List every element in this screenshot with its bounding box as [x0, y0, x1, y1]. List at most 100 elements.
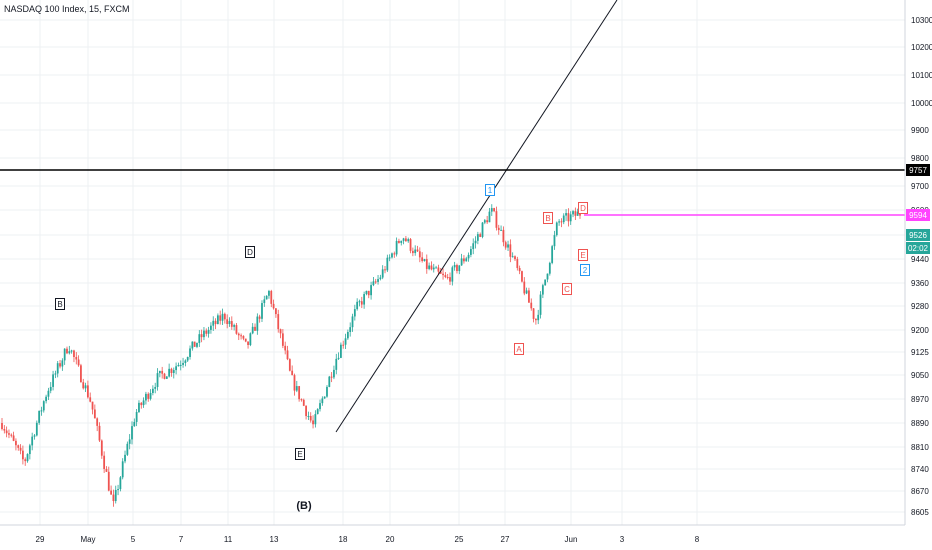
candle-body — [121, 461, 124, 478]
candle-body — [486, 220, 489, 223]
target-price-tag: 9594 — [909, 211, 927, 220]
chart-title: NASDAQ 100 Index, 15, FXCM — [4, 4, 130, 14]
wave-label: 1 — [488, 186, 493, 195]
candle-body — [488, 211, 491, 223]
time-tick-label: 11 — [224, 535, 233, 544]
candle-body — [386, 257, 389, 271]
time-tick-label: 27 — [501, 535, 510, 544]
candle-body — [56, 363, 59, 374]
price-tags: 9757 9594 9526 02:02 — [906, 164, 930, 254]
candle-body — [388, 257, 391, 259]
candle-body — [490, 208, 493, 212]
candle-body — [19, 447, 22, 451]
candle-body — [370, 285, 372, 296]
candle-body — [40, 410, 43, 412]
candle-body — [384, 269, 386, 271]
candle-body — [107, 471, 110, 491]
candle-body — [351, 316, 354, 328]
candle-body — [532, 308, 535, 319]
candle-body — [63, 348, 66, 361]
candle-body — [54, 373, 57, 375]
candle-body — [242, 335, 245, 339]
candle-body — [35, 422, 38, 436]
wave-label-box — [543, 212, 553, 224]
candle-body — [530, 302, 533, 309]
candle-body — [100, 440, 103, 456]
candle-body — [237, 333, 240, 336]
candle-body — [493, 208, 496, 212]
candle-body — [196, 342, 198, 347]
candle-body — [89, 397, 92, 402]
candle-body — [221, 313, 224, 321]
trend-line[interactable] — [335, 0, 618, 433]
price-tick-label: 9700 — [911, 182, 929, 191]
candle-body — [82, 382, 85, 389]
candle-body — [479, 234, 482, 237]
candle-body — [26, 454, 29, 462]
price-tick-label: 9050 — [911, 371, 929, 380]
candle-body — [553, 235, 556, 247]
price-tick-label: 9125 — [911, 348, 929, 357]
candle-body — [425, 259, 428, 269]
candle-body — [212, 320, 215, 326]
candle-body — [514, 256, 516, 260]
candlestick-series — [1, 204, 581, 507]
wave-label-box — [562, 283, 572, 295]
last-price-tag-bg — [906, 229, 930, 241]
candle-body — [418, 251, 421, 258]
candle-body — [175, 366, 177, 371]
candle-body — [214, 320, 217, 325]
candle-body — [460, 258, 463, 266]
wave-label-box — [514, 343, 524, 355]
time-tick-label: 3 — [620, 535, 625, 544]
candle-body — [305, 405, 307, 417]
resistance-price-tag-bg — [906, 164, 930, 176]
candle-body — [119, 477, 122, 490]
candle-body — [151, 388, 154, 393]
price-axis[interactable]: 8605 8670 8740 8810 8890 8970 9050 9125 9200 9280… — [911, 16, 932, 517]
price-tick-label: 9360 — [911, 279, 929, 288]
wave-label: A — [516, 345, 522, 354]
wave-label-box — [578, 202, 588, 214]
candle-body — [286, 350, 289, 360]
candle-body — [186, 357, 189, 361]
candle-body — [344, 338, 347, 345]
candle-body — [293, 375, 296, 391]
candle-body — [284, 345, 287, 351]
candle-body — [170, 368, 173, 374]
price-tick-label: 10100 — [911, 71, 932, 80]
candle-body — [124, 454, 126, 462]
wave-label: C — [564, 285, 570, 294]
candle-body — [476, 234, 479, 241]
candle-body — [207, 329, 210, 334]
candle-body — [210, 325, 212, 330]
candle-body — [416, 249, 419, 252]
candle-body — [233, 325, 236, 327]
candle-body — [96, 418, 99, 426]
candle-body — [298, 386, 301, 400]
candle-body — [428, 265, 431, 269]
candle-body — [300, 399, 303, 401]
candle-body — [456, 264, 458, 272]
price-tick-label: 9800 — [911, 154, 929, 163]
candle-body — [244, 338, 247, 342]
candle-body — [216, 315, 219, 325]
countdown-tag-bg — [906, 242, 930, 254]
candle-body — [45, 396, 48, 402]
price-tick-label: 9280 — [911, 302, 929, 311]
candle-body — [393, 253, 396, 255]
candle-body — [93, 409, 96, 419]
time-axis[interactable]: 29 May 5 7 11 13 18 20 25 27 Jun 3 8 — [36, 535, 700, 544]
candle-body — [481, 222, 484, 237]
candle-body — [521, 271, 523, 282]
candle-body — [126, 443, 129, 455]
candle-body — [263, 299, 266, 304]
time-tick-label: 7 — [179, 535, 184, 544]
candle-body — [277, 314, 280, 330]
wave-label-box — [295, 448, 305, 460]
candle-body — [574, 211, 577, 216]
candle-body — [555, 222, 558, 236]
candle-body — [518, 268, 521, 272]
price-tick-label: 9440 — [911, 255, 929, 264]
